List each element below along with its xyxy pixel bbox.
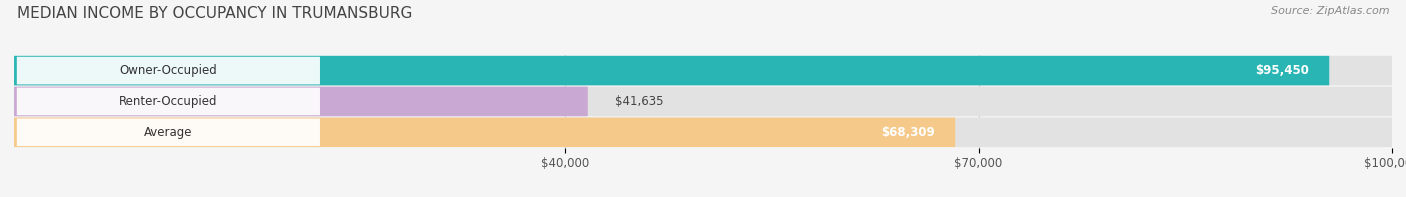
FancyBboxPatch shape: [14, 87, 1392, 116]
Text: $68,309: $68,309: [880, 126, 935, 139]
FancyBboxPatch shape: [14, 118, 1392, 147]
FancyBboxPatch shape: [17, 88, 321, 115]
Text: Renter-Occupied: Renter-Occupied: [120, 95, 218, 108]
FancyBboxPatch shape: [14, 118, 955, 147]
Text: $95,450: $95,450: [1254, 64, 1309, 77]
Text: $41,635: $41,635: [616, 95, 664, 108]
Text: Owner-Occupied: Owner-Occupied: [120, 64, 218, 77]
Text: Source: ZipAtlas.com: Source: ZipAtlas.com: [1271, 6, 1389, 16]
FancyBboxPatch shape: [17, 119, 321, 146]
FancyBboxPatch shape: [14, 56, 1329, 85]
Text: MEDIAN INCOME BY OCCUPANCY IN TRUMANSBURG: MEDIAN INCOME BY OCCUPANCY IN TRUMANSBUR…: [17, 6, 412, 21]
FancyBboxPatch shape: [14, 87, 588, 116]
Text: Average: Average: [145, 126, 193, 139]
FancyBboxPatch shape: [14, 56, 1392, 85]
FancyBboxPatch shape: [17, 57, 321, 84]
